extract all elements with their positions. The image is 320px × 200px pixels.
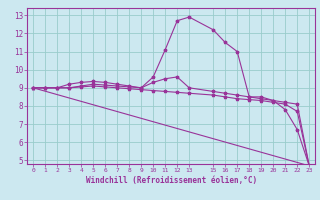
X-axis label: Windchill (Refroidissement éolien,°C): Windchill (Refroidissement éolien,°C): [86, 176, 257, 185]
